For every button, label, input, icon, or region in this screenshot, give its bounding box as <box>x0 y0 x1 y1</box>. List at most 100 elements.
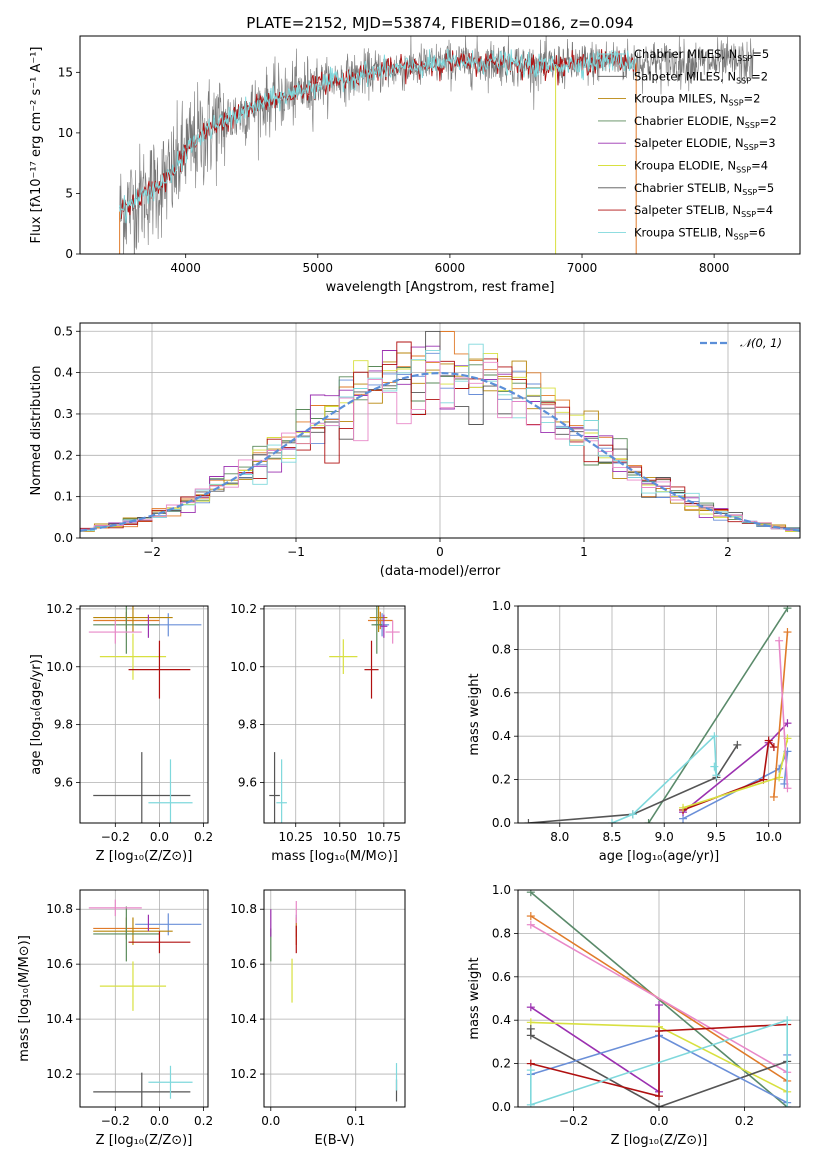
y-tick-label: 10 <box>58 126 73 140</box>
y-tick-label: 9.6 <box>238 775 257 789</box>
y-tick-label: 15 <box>58 65 73 79</box>
x-axis-label: Z [log₁₀(Z/Z⊙)] <box>96 1133 193 1148</box>
x-tick-label: 10.0 <box>755 830 782 844</box>
legend-label: Salpeter STELIB, NSSP=4 <box>634 203 773 219</box>
y-axis-label: mass [log₁₀(M/M⊙)] <box>17 935 32 1062</box>
x-tick-label: 8.0 <box>550 830 569 844</box>
errorbar-point <box>329 639 358 674</box>
y-tick-label: 0 <box>65 247 73 261</box>
y-tick-label: 9.6 <box>54 775 73 789</box>
plot-frame <box>79 322 801 539</box>
legend-label: 𝒩(0, 1) <box>740 336 782 350</box>
weight-line <box>528 744 738 823</box>
errorbar-point <box>148 759 193 823</box>
x-axis-label: (data-model)/error <box>380 564 501 579</box>
errorbar-point <box>99 961 167 1011</box>
y-tick-label: 5 <box>65 186 73 200</box>
x-tick-label: 0 <box>436 545 444 559</box>
x-tick-label: 9.5 <box>707 830 726 844</box>
x-tick-label: −0.2 <box>101 1114 130 1128</box>
weight-series <box>526 1016 792 1107</box>
x-tick-label: −1 <box>287 545 305 559</box>
legend-name: Kroupa ELODIE, N <box>634 159 736 173</box>
x-tick-label: 0.0 <box>150 830 169 844</box>
x-tick-label: 10.25 <box>279 830 313 844</box>
weight-line <box>530 1019 788 1107</box>
y-tick-label: 10.2 <box>46 602 73 616</box>
y-tick-label: 9.8 <box>54 718 73 732</box>
legend-label: Salpeter ELODIE, NSSP=3 <box>634 136 776 152</box>
errorbar-point <box>364 640 379 699</box>
legend-tail: =6 <box>749 225 766 239</box>
weight-line <box>773 631 789 798</box>
legend-name: Salpeter ELODIE, N <box>634 136 744 150</box>
legend-name: Chabrier MILES, N <box>634 47 737 61</box>
y-tick-label: 0.2 <box>492 773 511 787</box>
x-tick-label: 7000 <box>567 261 598 275</box>
legend-sub: SSP <box>745 121 760 130</box>
mass-vs-ebv-chart: 0.0 0.1 10.2 10.4 10.6 10.8 E(B-V) <box>230 889 406 1148</box>
legend-name: Kroupa MILES, N <box>634 92 729 106</box>
legend-tail: =4 <box>756 203 773 217</box>
weight-vs-age-chart: 8.0 8.5 9.0 9.5 10.0 0.0 0.2 0.4 0.6 0.8 1.0 age [l… <box>467 599 801 864</box>
legend-item: Kroupa MILES, NSSP=2 <box>598 92 760 108</box>
x-tick-label: −2 <box>143 545 161 559</box>
y-axis-label: Flux [fλ10⁻¹⁷ erg cm⁻² s⁻¹ A⁻¹] <box>29 47 44 244</box>
legend-item: Salpeter MILES, NSSP=2 <box>598 69 768 85</box>
x-tick-label: 0.2 <box>735 1114 754 1128</box>
weight-vs-Z-chart: −0.2 0.0 0.2 0.0 0.2 0.4 0.6 0.8 1.0 Z [log₁₀(Z/Z… <box>467 883 801 1148</box>
observed-spectrum-line <box>119 36 755 254</box>
legend-label: Kroupa STELIB, NSSP=6 <box>634 225 765 241</box>
x-tick-label: 0.0 <box>150 1114 169 1128</box>
plot-frame <box>79 889 209 1108</box>
y-tick-label: 0.2 <box>54 448 73 462</box>
y-tick-label: 10.0 <box>230 660 257 674</box>
y-axis-label: age [log₁₀(age/yr)] <box>29 654 44 775</box>
age-vs-Z-chart: −0.2 0.0 0.2 9.6 9.8 10.0 10.2 Z [log₁₀(Z/Z⊙)] a… <box>29 602 213 864</box>
weight-series <box>769 628 792 801</box>
legend-item: Chabrier STELIB, NSSP=5 <box>598 181 774 197</box>
legend-sub: SSP <box>741 210 756 219</box>
x-axis-label: wavelength [Angstrom, rest frame] <box>326 280 555 295</box>
weight-series <box>608 732 721 823</box>
legend-tail: =2 <box>744 92 761 106</box>
plot-frame <box>79 35 801 255</box>
legend-tail: =2 <box>760 114 777 128</box>
errorbar-point <box>93 917 173 945</box>
x-tick-label: 0.2 <box>194 830 213 844</box>
errorbar-point <box>371 606 383 654</box>
weight-line <box>530 1005 660 1094</box>
weight-line <box>530 1023 788 1098</box>
legend-sub: SSP <box>737 54 752 63</box>
x-tick-label: 0.1 <box>346 1114 365 1128</box>
y-tick-label: 0.6 <box>492 970 511 984</box>
plot-frame <box>263 605 406 824</box>
y-axis-label: mass weight <box>467 957 482 1039</box>
x-tick-label: 2 <box>724 545 732 559</box>
legend-sub: SSP <box>744 143 759 152</box>
x-tick-label: 6000 <box>435 261 466 275</box>
legend-label: Chabrier MILES, NSSP=5 <box>634 47 769 63</box>
residuals-chart: −2 −1 0 1 2 0.0 0.1 0.2 0.3 0.4 0.5 (data-model)/er… <box>29 322 801 579</box>
model-spectrum-line <box>119 48 637 224</box>
errorbar-point <box>380 614 388 638</box>
histogram-step-line <box>80 361 800 532</box>
legend-label: Chabrier ELODIE, NSSP=2 <box>634 114 777 130</box>
errorbar-point <box>269 752 280 823</box>
x-tick-label: 0.0 <box>261 1114 280 1128</box>
x-tick-label: 4000 <box>170 261 201 275</box>
legend-tail: =3 <box>759 136 776 150</box>
x-axis-label: mass [log₁₀(M/M⊙)] <box>271 849 398 864</box>
x-tick-label: 1 <box>580 545 588 559</box>
legend-item: Kroupa ELODIE, NSSP=4 <box>598 159 768 175</box>
x-axis-label: age [log₁₀(age/yr)] <box>599 849 720 864</box>
legend-label: Salpeter MILES, NSSP=2 <box>634 69 768 85</box>
weight-series <box>775 636 792 793</box>
legend-sub: SSP <box>742 188 757 197</box>
legend-item: Kroupa STELIB, NSSP=6 <box>598 225 765 241</box>
y-tick-label: 0.4 <box>492 729 511 743</box>
x-tick-label: 10.50 <box>323 830 357 844</box>
y-tick-label: 10.2 <box>230 1067 257 1081</box>
y-tick-label: 1.0 <box>492 883 511 897</box>
legend-name: Salpeter MILES, N <box>634 69 736 83</box>
